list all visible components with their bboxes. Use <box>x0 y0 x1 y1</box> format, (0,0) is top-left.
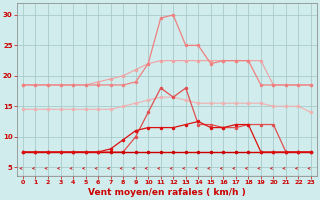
X-axis label: Vent moyen/en rafales ( km/h ): Vent moyen/en rafales ( km/h ) <box>88 188 246 197</box>
